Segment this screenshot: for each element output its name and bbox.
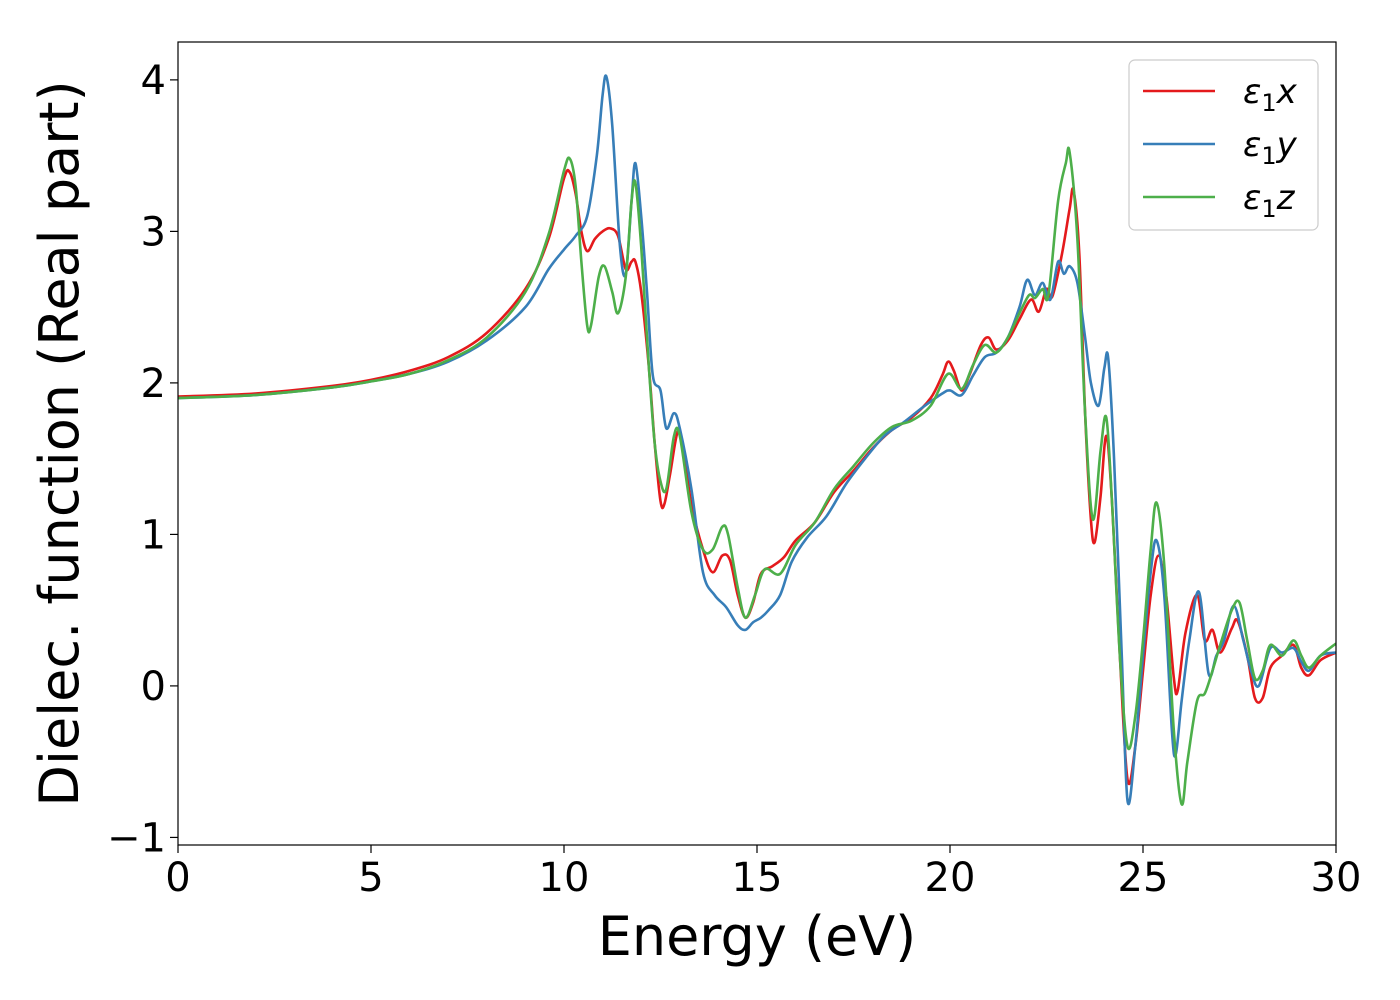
legend-subscript: 1: [1261, 142, 1276, 170]
y-tick-label: 3: [141, 209, 166, 255]
y-tick-label: 4: [141, 58, 166, 104]
x-axis: 0 5 10 15 20 25 30: [165, 845, 1361, 901]
series-line-z: [178, 146, 1336, 806]
x-tick-label: 0: [165, 855, 190, 901]
legend-series-name: x: [1276, 72, 1298, 112]
y-axis: −1 0 1 2 3 4: [107, 58, 178, 861]
y-axis-label: Dielec. function (Real part): [28, 80, 91, 806]
legend-label: ε1x: [1243, 72, 1298, 117]
legend-label: ε1y: [1243, 125, 1298, 170]
y-tick-label: 2: [141, 361, 166, 407]
legend-series-name: y: [1276, 125, 1298, 165]
y-tick-label: 0: [141, 664, 166, 710]
legend-subscript: 1: [1261, 195, 1276, 223]
legend-label: ε1z: [1243, 178, 1296, 223]
legend-symbol: ε: [1243, 125, 1261, 165]
series-line-y: [178, 74, 1336, 806]
x-tick-label: 10: [539, 855, 590, 901]
x-tick-label: 5: [358, 855, 383, 901]
series-lines: [178, 74, 1336, 806]
x-tick-label: 25: [1118, 855, 1169, 901]
legend-series-name: z: [1276, 178, 1296, 218]
legend-symbol: ε: [1243, 72, 1261, 112]
legend-item-z: ε1z: [1143, 178, 1296, 223]
legend-subscript: 1: [1261, 89, 1276, 117]
x-tick-label: 20: [925, 855, 976, 901]
series-line-x: [178, 168, 1336, 786]
x-tick-label: 30: [1311, 855, 1362, 901]
legend-box: [1128, 59, 1319, 231]
legend-item-y: ε1y: [1143, 125, 1298, 170]
legend-item-x: ε1x: [1143, 72, 1298, 117]
x-tick-label: 15: [732, 855, 783, 901]
y-tick-label: −1: [107, 815, 166, 861]
x-axis-label: Energy (eV): [598, 905, 917, 968]
y-tick-label: 1: [141, 512, 166, 558]
legend-symbol: ε: [1243, 178, 1261, 218]
